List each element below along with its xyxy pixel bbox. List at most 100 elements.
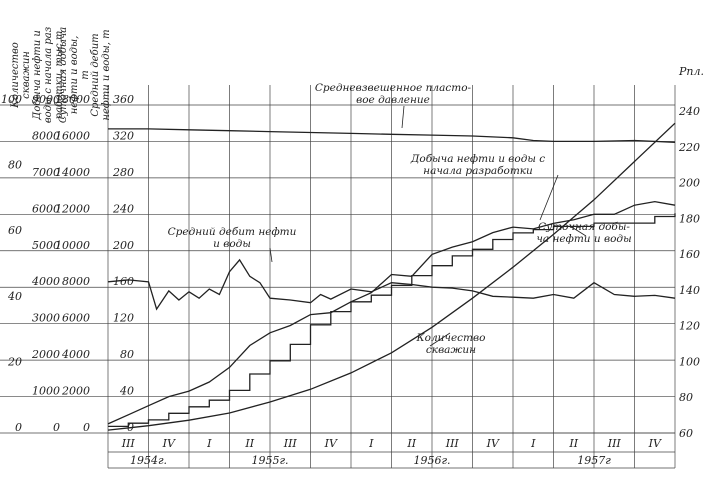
left-tick-label: 40 (119, 385, 134, 398)
left-tick-label: 1000 (32, 385, 60, 398)
quarter-label: I (530, 437, 536, 450)
left-tick-label: 2000 (31, 348, 60, 361)
annotation-avg_rate: Средний дебит нефти (168, 226, 297, 238)
series-line-avg_rate (107, 258, 676, 311)
left-tick-label: 6000 (62, 312, 90, 325)
left-tick-label: 0 (15, 421, 22, 434)
grid (0, 85, 676, 469)
annotation-daily: ча нефти и воды (536, 233, 631, 245)
quarter-label: IV (324, 437, 338, 450)
quarter-label: IV (486, 437, 500, 450)
left-tick-label: 16000 (55, 129, 90, 142)
left-tick-label: 0 (53, 421, 60, 434)
year-label: 1955г. (251, 454, 288, 467)
left-tick-label: 80 (120, 348, 134, 361)
left-tick-label: 9000 (32, 93, 60, 106)
left-axis-title-line: Количество (10, 42, 21, 109)
annotation-daily: Суточная добы- (538, 221, 630, 233)
right-tick-label: 180 (679, 212, 700, 225)
left-tick-label: 160 (113, 275, 134, 288)
left-tick-label: 10000 (55, 239, 90, 252)
left-tick-label: 80 (8, 159, 22, 172)
left-axis-title-line: скважин (21, 51, 32, 99)
left-tick-label: 40 (7, 290, 22, 303)
annotation-pressure: Средневзвешенное пласто- (315, 82, 472, 94)
left-axis-title: Добыча нефти и воды с начала раз работки, … (32, 27, 65, 123)
left-tick-label: 120 (113, 312, 134, 325)
left-tick-label: 18000 (55, 93, 90, 106)
left-tick-label: 100 (1, 93, 22, 106)
annotation-leader (401, 105, 405, 129)
left-tick-label: 0 (83, 421, 90, 434)
left-axis-title-line: Средний дебит (90, 33, 101, 116)
year-label: 1956г. (413, 454, 450, 467)
quarter-label: II (406, 437, 416, 450)
quarter-label: I (368, 437, 374, 450)
left-axis-title: Средний дебит нефти и воды, т (90, 29, 112, 120)
annotation-pressure: вое давление (356, 94, 430, 106)
left-tick-label: 360 (113, 93, 134, 106)
series-line-wells (108, 213, 676, 428)
series-line-daily (107, 200, 676, 425)
left-axis-title-line: нефти и воды, (69, 36, 80, 115)
left-tick-label: 5000 (32, 239, 60, 252)
right-tick-label: 100 (679, 355, 700, 368)
left-axis-title-line: воды с начала раз (43, 27, 54, 123)
quarter-label: III (283, 437, 298, 450)
left-tick-label: 2000 (61, 385, 90, 398)
left-tick-label: 320 (113, 129, 134, 142)
right-tick-label: 220 (678, 141, 700, 154)
right-tick-label: 160 (679, 248, 700, 261)
series-line-cumulative (107, 122, 676, 431)
quarter-label: IV (162, 437, 176, 450)
left-tick-label: 6000 (32, 202, 60, 215)
right-tick-label: 200 (678, 177, 700, 190)
annotation-leader (569, 225, 587, 237)
annotation-leader (539, 174, 559, 221)
quarter-label: I (206, 437, 212, 450)
right-tick-label: 60 (679, 427, 693, 440)
annotations-layer: Средневзвешенное пласто-вое давление Добы… (168, 82, 632, 356)
left-tick-label: 8000 (32, 129, 60, 142)
left-axis-title-line: Добыча нефти и (32, 30, 43, 121)
annotation-cumulative: Добыча нефти и воды с (410, 153, 545, 165)
left-tick-label: 200 (112, 239, 134, 252)
annotation-avg_rate: и воды (213, 238, 251, 250)
left-axis-title: Суточная добыча нефти и воды, т (58, 27, 91, 123)
right-tick-label: 140 (679, 284, 700, 297)
quarter-label: III (121, 437, 136, 450)
left-tick-label: 8000 (62, 275, 90, 288)
left-tick-label: 4000 (61, 348, 90, 361)
quarter-label: II (244, 437, 254, 450)
annotation-leader (429, 332, 451, 347)
left-tick-label: 60 (8, 224, 22, 237)
left-tick-label: 20 (7, 355, 22, 368)
left-axis-title-line: нефти и воды, т (101, 29, 112, 120)
left-tick-label: 12000 (55, 202, 90, 215)
annotation-wells: Количество (416, 332, 486, 344)
quarter-label: III (445, 437, 460, 450)
annotation-wells: скважин (426, 344, 476, 356)
left-axis-title: Количество скважин (10, 42, 32, 109)
right-tick-label: 240 (678, 105, 700, 118)
quarter-label: IV (648, 437, 662, 450)
left-tick-label: 3000 (32, 312, 60, 325)
left-tick-label: 7000 (32, 166, 60, 179)
left-tick-label: 280 (112, 166, 134, 179)
series-layer (107, 122, 676, 431)
left-tick-label: 240 (112, 202, 134, 215)
left-tick-label: 0 (127, 421, 134, 434)
left-axis-title-line: работки, тыс.т (54, 31, 65, 120)
year-label: 1954г. (130, 454, 167, 467)
right-tick-label: 120 (679, 320, 700, 333)
left-axis-title-line: т (80, 70, 91, 79)
annotation-cumulative: начала разработки (423, 165, 533, 177)
left-tick-label: 4000 (31, 275, 60, 288)
quarter-label: III (607, 437, 622, 450)
left-tick-label: 14000 (55, 166, 90, 179)
right-tick-label: 80 (679, 391, 693, 404)
left-axis-title-line: Суточная добыча (58, 27, 69, 123)
right-axis-title: Рпл. (678, 65, 704, 78)
